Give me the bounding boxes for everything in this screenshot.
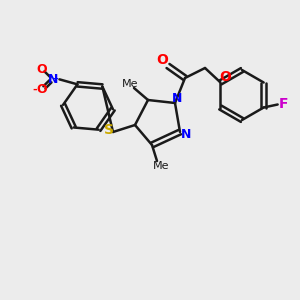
Text: N: N xyxy=(48,73,59,86)
Text: S: S xyxy=(104,123,114,137)
Text: Me: Me xyxy=(122,79,138,89)
Text: N: N xyxy=(181,128,191,140)
Text: F: F xyxy=(279,98,288,112)
Text: O: O xyxy=(36,83,47,96)
Text: O: O xyxy=(219,70,231,84)
Text: -: - xyxy=(32,84,37,94)
Text: Me: Me xyxy=(153,161,169,171)
Text: +: + xyxy=(51,74,58,83)
Text: O: O xyxy=(36,63,47,76)
Text: O: O xyxy=(156,53,168,67)
Text: N: N xyxy=(172,92,182,104)
